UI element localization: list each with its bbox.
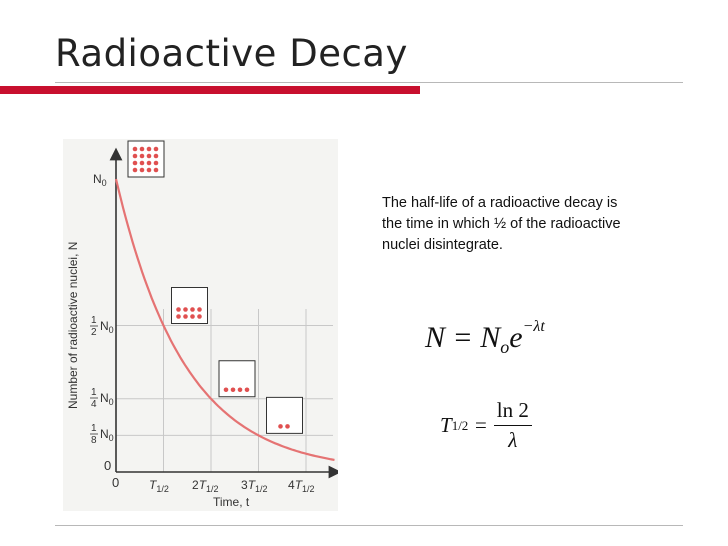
title-accent-bar xyxy=(0,86,420,94)
svg-text:N0: N0 xyxy=(100,391,114,407)
nucleus-dot xyxy=(197,307,202,312)
y-tick-eighth-n0: 1 8 N0 xyxy=(90,423,114,446)
x-tick-t-half: T1/2 xyxy=(149,478,169,494)
x-tick-zero: 0 xyxy=(112,475,119,490)
nucleus-dot xyxy=(183,307,188,312)
svg-text:N0: N0 xyxy=(100,319,114,335)
y-tick-zero: 0 xyxy=(104,458,111,473)
svg-text:1: 1 xyxy=(91,423,97,434)
nucleus-dot xyxy=(132,153,138,159)
nucleus-dot xyxy=(244,387,250,393)
nucleus-dot xyxy=(278,424,283,429)
x-tick-3t-half: 3T1/2 xyxy=(241,478,268,494)
y-axis-label: Number of radioactive nuclei, N xyxy=(66,242,80,409)
nucleus-dot xyxy=(139,160,145,166)
nucleus-dot xyxy=(132,160,138,166)
nucleus-dot xyxy=(146,160,152,166)
nucleus-dot xyxy=(285,424,290,429)
y-tick-half-n0: 1 2 N0 xyxy=(90,315,114,338)
nucleus-dot xyxy=(153,153,159,159)
nucleus-dot xyxy=(139,146,145,152)
nucleus-dot xyxy=(190,307,195,312)
nucleus-dot xyxy=(237,387,243,393)
nucleus-dot xyxy=(153,146,159,152)
title-divider xyxy=(55,82,683,83)
svg-text:1: 1 xyxy=(91,315,97,326)
half-life-equation: T 1/2 = ln 2 λ xyxy=(440,398,532,453)
nucleus-dot xyxy=(139,167,145,173)
nucleus-dot xyxy=(132,146,138,152)
x-axis-label: Time, t xyxy=(213,495,250,509)
svg-text:N0: N0 xyxy=(100,427,114,443)
nucleus-dot xyxy=(183,314,188,319)
slide-title: Radioactive Decay xyxy=(55,32,408,75)
svg-text:1: 1 xyxy=(91,387,97,398)
nucleus-dot xyxy=(153,160,159,166)
decay-curve xyxy=(114,178,335,461)
nucleus-dot xyxy=(132,167,138,173)
svg-text:2: 2 xyxy=(91,327,97,338)
nucleus-dot xyxy=(223,387,229,393)
svg-text:4: 4 xyxy=(91,399,97,410)
nuclei-box xyxy=(266,396,303,434)
nucleus-dot xyxy=(176,314,181,319)
svg-text:8: 8 xyxy=(91,435,97,446)
x-tick-4t-half: 4T1/2 xyxy=(288,478,315,494)
decay-graph: N0 1 2 N0 1 4 N0 1 8 N0 0 0 T1/2 2T1/2 3… xyxy=(66,140,338,509)
nucleus-dot xyxy=(230,387,236,393)
half-life-description: The half-life of a radioactive decay is … xyxy=(382,195,621,253)
nucleus-dot xyxy=(139,153,145,159)
nucleus-dot xyxy=(190,314,195,319)
y-tick-n0: N0 xyxy=(93,172,107,188)
x-tick-2t-half: 2T1/2 xyxy=(192,478,219,494)
nucleus-dot xyxy=(146,167,152,173)
nucleus-dot xyxy=(176,307,181,312)
bottom-divider xyxy=(55,525,683,526)
nucleus-dot xyxy=(197,314,202,319)
nucleus-dot xyxy=(146,146,152,152)
y-tick-quarter-n0: 1 4 N0 xyxy=(90,387,114,410)
nucleus-dot xyxy=(146,153,152,159)
decay-law-equation: N = Noe−λt xyxy=(425,318,545,357)
nucleus-dot xyxy=(153,167,159,173)
